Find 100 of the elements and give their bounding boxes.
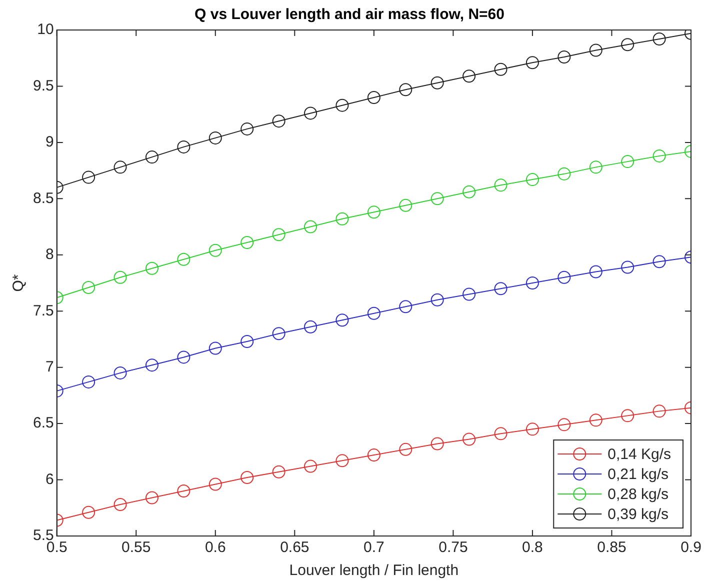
point	[272, 114, 286, 128]
point	[145, 358, 158, 372]
x-tick-label: 0.75	[438, 539, 468, 556]
y-tick-label: 6.5	[32, 414, 54, 432]
point	[145, 491, 158, 504]
y-tick-label: 9.5	[32, 77, 54, 94]
x-tick-label: 0.7	[363, 539, 384, 556]
point	[208, 131, 222, 144]
point	[430, 437, 444, 450]
point	[494, 282, 508, 296]
point	[526, 422, 539, 436]
point	[652, 404, 666, 418]
legend-label: 0,21 kg/s	[608, 466, 668, 484]
point	[114, 160, 127, 174]
point	[82, 506, 96, 519]
point	[494, 427, 508, 440]
point	[558, 50, 571, 64]
x-axis-title: Louver length / Fin length	[289, 562, 459, 580]
point	[145, 150, 158, 164]
point	[177, 484, 190, 498]
point	[652, 32, 666, 46]
point	[82, 170, 96, 184]
point	[526, 276, 539, 290]
point	[336, 98, 349, 112]
y-tick-label: 8	[46, 246, 54, 264]
point	[240, 334, 254, 348]
point	[304, 460, 318, 473]
point	[304, 320, 318, 334]
point	[494, 178, 508, 192]
point	[462, 288, 476, 301]
point	[526, 56, 539, 70]
point	[494, 62, 508, 76]
point	[399, 198, 412, 212]
point	[558, 167, 571, 180]
point	[145, 262, 158, 275]
point	[208, 244, 222, 257]
point	[177, 350, 190, 364]
point	[272, 228, 286, 242]
y-tick-label: 7.5	[32, 302, 54, 320]
point	[399, 83, 412, 96]
point	[367, 90, 380, 104]
point	[82, 281, 96, 294]
x-tick-label: 0.85	[597, 539, 626, 556]
point	[589, 265, 602, 278]
point	[367, 206, 380, 219]
y-tick-label: 7	[46, 358, 54, 376]
point	[462, 185, 476, 198]
point	[208, 342, 222, 355]
point	[304, 106, 318, 120]
point	[114, 498, 127, 512]
point	[240, 236, 254, 250]
point	[621, 409, 634, 422]
point	[430, 76, 444, 90]
point	[240, 122, 254, 136]
point	[177, 140, 190, 154]
point	[367, 306, 380, 320]
point	[589, 414, 602, 427]
x-tick-label: 0.6	[204, 539, 226, 556]
point	[240, 471, 254, 484]
point	[272, 327, 286, 340]
y-tick-label: 10	[37, 21, 54, 38]
point	[621, 38, 634, 52]
point	[462, 432, 476, 446]
point	[367, 448, 380, 462]
point	[336, 454, 349, 468]
x-tick-label: 0.55	[122, 539, 151, 556]
point	[589, 160, 602, 174]
point	[336, 314, 349, 327]
point	[336, 212, 349, 226]
x-tick-label: 0.8	[522, 539, 543, 556]
y-axis-title: Q*	[10, 274, 28, 292]
point	[177, 252, 190, 266]
point	[82, 375, 96, 388]
point	[399, 442, 412, 456]
y-tick-label: 8.5	[32, 190, 54, 207]
x-tick-label: 0.9	[680, 539, 702, 556]
x-tick-label: 0.65	[280, 539, 310, 556]
y-tick-label: 6	[46, 470, 54, 488]
chart-title: Q vs Louver length and air mass flow, N=60	[194, 6, 504, 24]
point	[430, 192, 444, 206]
point	[558, 418, 571, 432]
point	[114, 366, 127, 380]
point	[304, 220, 318, 234]
point	[208, 478, 222, 491]
y-tick-label: 9	[46, 134, 54, 151]
point	[621, 155, 634, 168]
point	[462, 70, 476, 83]
legend-label: 0,14 Kg/s	[608, 446, 672, 464]
legend-label: 0,39 kg/s	[608, 506, 668, 524]
point	[558, 270, 571, 284]
point	[621, 260, 634, 274]
point	[589, 44, 602, 57]
legend-label: 0,28 kg/s	[608, 486, 668, 504]
point	[652, 255, 666, 268]
point	[652, 149, 666, 162]
point	[272, 465, 286, 478]
point	[114, 270, 127, 284]
point	[526, 173, 539, 186]
point	[430, 293, 444, 306]
point	[399, 300, 412, 314]
